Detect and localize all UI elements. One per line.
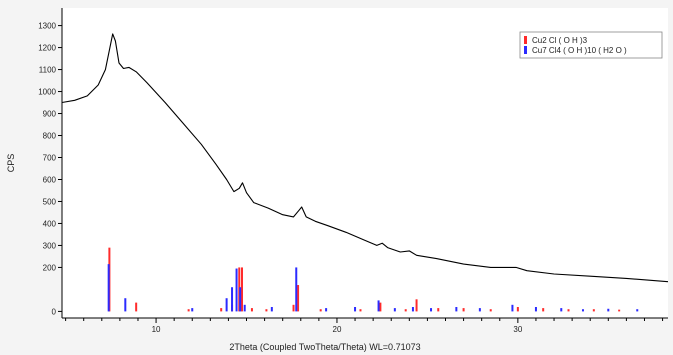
- reference-stick-1: [592, 309, 595, 312]
- reference-stick-2: [231, 287, 234, 312]
- y-tick-label: 1000: [38, 88, 56, 97]
- reference-stick-1: [567, 309, 570, 312]
- reference-stick-2: [430, 308, 433, 312]
- reference-stick-1: [297, 285, 300, 312]
- reference-stick-2: [534, 307, 537, 312]
- reference-stick-2: [243, 304, 246, 312]
- reference-stick-1: [462, 308, 465, 312]
- plot-area: [62, 8, 668, 318]
- x-tick-label: 30: [513, 325, 522, 334]
- legend-swatch: [524, 46, 527, 54]
- y-tick-label: 700: [43, 154, 57, 163]
- reference-stick-2: [235, 268, 238, 312]
- reference-stick-2: [636, 309, 639, 312]
- legend-box: [519, 31, 663, 59]
- reference-stick-2: [393, 308, 396, 312]
- y-tick-label: 1200: [38, 44, 56, 53]
- diffraction-pattern: [61, 33, 669, 283]
- reference-stick-1: [516, 307, 519, 312]
- y-axis-title: CPS: [6, 154, 16, 173]
- y-tick-label: 0: [52, 307, 57, 316]
- reference-stick-1: [437, 308, 440, 312]
- reference-stick-2: [455, 307, 458, 312]
- reference-sticks: [107, 247, 639, 312]
- y-tick-label: 900: [43, 110, 57, 119]
- reference-stick-2: [239, 287, 242, 312]
- reference-stick-2: [411, 307, 414, 312]
- pattern-line: [61, 33, 669, 283]
- reference-stick-2: [107, 264, 110, 312]
- x-axis-title: 2Theta (Coupled TwoTheta/Theta) WL=0.710…: [229, 342, 420, 352]
- reference-stick-2: [581, 309, 584, 312]
- y-tick-label: 400: [43, 219, 57, 228]
- reference-stick-1: [250, 308, 253, 312]
- reference-stick-2: [354, 307, 357, 312]
- y-tick-label: 600: [43, 175, 57, 184]
- reference-stick-1: [220, 308, 223, 312]
- reference-stick-2: [225, 298, 228, 312]
- reference-stick-2: [191, 308, 194, 312]
- y-tick-label: 1100: [39, 66, 57, 75]
- reference-stick-1: [265, 309, 268, 312]
- y-tick-label: 200: [43, 263, 57, 272]
- reference-stick-1: [135, 302, 138, 312]
- y-tick-label: 800: [43, 132, 57, 141]
- reference-stick-1: [359, 309, 362, 312]
- reference-stick-1: [187, 309, 190, 312]
- x-tick-label: 20: [333, 325, 342, 334]
- reference-stick-1: [489, 309, 492, 312]
- reference-stick-2: [124, 298, 127, 312]
- reference-stick-1: [319, 309, 322, 312]
- reference-stick-1: [415, 299, 418, 312]
- y-tick-label: 500: [43, 197, 57, 206]
- legend-label: Cu2 Cl ( O H )3: [532, 36, 588, 45]
- reference-stick-2: [607, 308, 610, 312]
- legend-label: Cu7 Cl4 ( O H )10 ( H2 O ): [532, 46, 627, 55]
- reference-stick-2: [511, 304, 514, 312]
- reference-stick-1: [379, 302, 382, 312]
- reference-stick-1: [542, 308, 545, 312]
- reference-stick-2: [295, 267, 298, 312]
- reference-stick-2: [377, 300, 380, 312]
- legend-swatch: [524, 36, 527, 44]
- reference-stick-1: [404, 309, 407, 312]
- x-tick-label: 10: [152, 325, 161, 334]
- reference-stick-1: [618, 309, 621, 312]
- reference-stick-2: [478, 308, 481, 312]
- axes: 0 200 300 400 500 600 700 800 900 1000 1100 1200 130…: [38, 8, 668, 334]
- y-tick-label: 300: [43, 241, 57, 250]
- reference-stick-2: [560, 308, 563, 312]
- reference-stick-2: [270, 307, 273, 312]
- reference-stick-1: [292, 304, 295, 312]
- reference-stick-2: [325, 308, 328, 312]
- y-tick-label: 1300: [38, 22, 56, 31]
- reference-stick-1: [240, 267, 243, 312]
